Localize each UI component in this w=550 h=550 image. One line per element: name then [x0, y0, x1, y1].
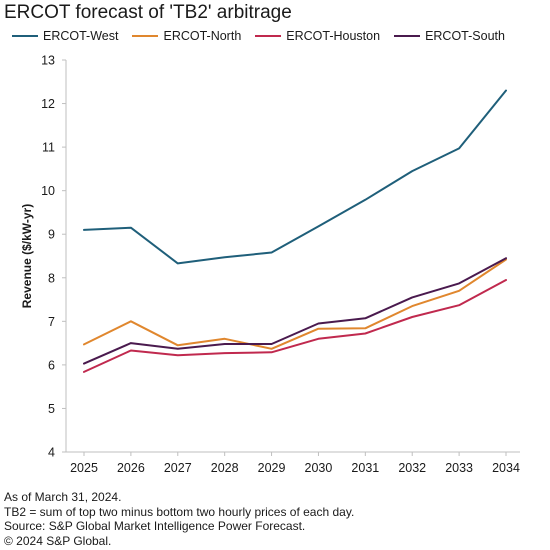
legend-label: ERCOT-West [43, 29, 119, 43]
series-line-ercot-north [83, 258, 507, 350]
legend-label: ERCOT-North [163, 29, 242, 43]
x-tick-label: 2030 [305, 461, 333, 475]
legend-item-ercot-south: ERCOT-South [394, 29, 505, 43]
footnotes: As of March 31, 2024. TB2 = sum of top t… [4, 490, 354, 548]
legend-item-ercot-west: ERCOT-West [12, 29, 118, 43]
series-line-ercot-south [83, 257, 507, 365]
x-tick-label: 2032 [398, 461, 426, 475]
footnote-definition: TB2 = sum of top two minus bottom two ho… [4, 504, 355, 519]
legend-swatch [255, 35, 282, 37]
y-tick-label: 7 [48, 315, 55, 329]
y-tick-label: 8 [48, 271, 55, 285]
legend-swatch [394, 35, 421, 37]
series-line-ercot-west [83, 89, 507, 265]
y-tick-label: 6 [48, 358, 55, 372]
legend-item-ercot-north: ERCOT-North [132, 29, 241, 43]
x-tick-label: 2027 [164, 461, 192, 475]
footnote-date: As of March 31, 2024. [4, 490, 122, 504]
x-tick-label: 2028 [211, 461, 239, 475]
y-tick-label: 5 [48, 402, 55, 416]
x-tick-label: 2031 [351, 461, 379, 475]
y-axis-label: Revenue ($/kW-yr) [20, 204, 34, 308]
x-tick-label: 2029 [258, 461, 286, 475]
x-tick-label: 2033 [445, 461, 473, 475]
y-tick-label: 9 [48, 228, 55, 242]
chart-title: ERCOT forecast of 'TB2' arbitrage [4, 2, 292, 23]
series-line-ercot-houston [83, 279, 507, 373]
y-tick-label: 13 [41, 54, 55, 68]
y-tick-label: 10 [41, 184, 55, 198]
y-tick-label: 4 [48, 446, 55, 460]
legend-swatch [12, 35, 38, 37]
legend-swatch [132, 35, 159, 37]
legend-item-ercot-houston: ERCOT-Houston [255, 29, 380, 43]
y-tick-label: 12 [41, 97, 55, 111]
legend-label: ERCOT-Houston [286, 29, 381, 43]
footnote-source: Source: S&P Global Market Intelligence P… [4, 519, 306, 534]
line-chart: 4 5 6 7 8 9 10 11 12 13 2025 2026 2027 2028 2029 2030 20… [20, 54, 520, 475]
x-tick-label: 2026 [117, 461, 145, 475]
x-tick-label: 2025 [70, 461, 98, 475]
legend-label: ERCOT-South [425, 29, 505, 43]
y-tick-label: 11 [42, 141, 55, 155]
footnote-copyright: © 2024 S&P Global. [4, 533, 112, 548]
x-tick-label: 2034 [492, 461, 520, 475]
chart-legend: ERCOT-West ERCOT-North ERCOT-Houston ERCOT-… [12, 29, 519, 43]
